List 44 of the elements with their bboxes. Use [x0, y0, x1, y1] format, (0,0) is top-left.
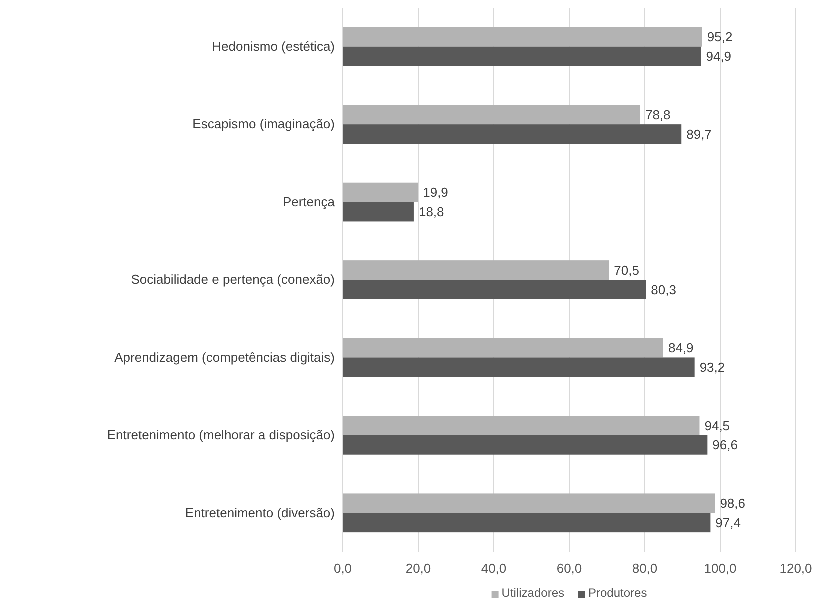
data-label: 98,6 — [720, 496, 746, 511]
bar — [343, 513, 711, 533]
data-label: 84,9 — [668, 340, 694, 356]
y-tick-label: Entretenimento (melhorar a disposição) — [107, 428, 335, 443]
legend-label: Utilizadores — [502, 586, 564, 600]
data-label: 97,4 — [716, 515, 741, 530]
bar — [343, 46, 702, 66]
bar — [343, 435, 708, 455]
bar — [343, 105, 640, 125]
bar — [343, 416, 700, 436]
bar — [343, 27, 702, 47]
x-tick-label: 60,0 — [556, 561, 582, 576]
data-label: 94,9 — [706, 49, 732, 64]
data-label: 18,8 — [418, 204, 444, 220]
data-label: 96,6 — [712, 438, 738, 453]
data-label: 19,9 — [423, 185, 448, 200]
data-label: 70,5 — [614, 262, 640, 278]
y-tick-label: Entretenimento (diversão) — [185, 505, 335, 520]
data-label: 95,2 — [707, 30, 733, 45]
y-tick-label: Pertença — [282, 194, 336, 210]
bar — [343, 280, 646, 300]
data-label: 89,7 — [686, 126, 712, 142]
x-tick-label: 80,0 — [632, 561, 658, 576]
x-tick-label: 120,0 — [780, 561, 812, 576]
bar — [343, 358, 695, 378]
data-label: 94,5 — [704, 418, 730, 434]
x-tick-label: 20,0 — [406, 561, 432, 576]
legend-label: Produtores — [588, 586, 648, 600]
data-label: 93,2 — [700, 360, 726, 375]
data-label: 80,3 — [651, 282, 676, 298]
y-tick-label: Hedonismo (estética) — [212, 39, 335, 54]
x-tick-label: 100,0 — [704, 561, 737, 576]
bar — [343, 124, 682, 144]
bar — [343, 182, 418, 202]
data-label: 78,8 — [645, 107, 671, 122]
y-tick-label: Sociabilidade e pertença (conexão) — [131, 272, 335, 288]
bar — [343, 202, 414, 222]
bar — [343, 338, 664, 358]
bar — [343, 494, 716, 514]
x-tick-label: 40,0 — [481, 561, 507, 576]
bar — [343, 260, 610, 280]
y-tick-label: Aprendizagem (competências digitais) — [114, 350, 335, 365]
y-tick-label: Escapismo (imaginação) — [192, 116, 335, 132]
x-tick-label: 0,0 — [334, 561, 352, 576]
